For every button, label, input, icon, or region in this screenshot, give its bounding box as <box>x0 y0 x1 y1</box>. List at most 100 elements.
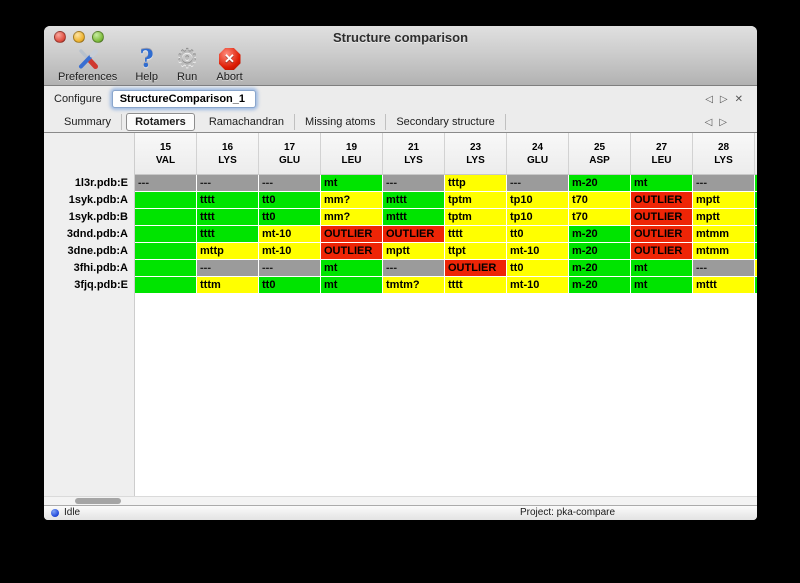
table-cell[interactable]: --- <box>383 175 445 192</box>
table-cell[interactable]: t <box>135 277 197 294</box>
table-cell-partial[interactable] <box>755 260 757 277</box>
table-cell[interactable]: OUTLIER <box>631 209 693 226</box>
next-configure-arrow[interactable]: ▷ <box>719 93 728 105</box>
table-cell[interactable]: tttt <box>197 226 259 243</box>
table-cell[interactable]: OUTLIER <box>445 260 507 277</box>
close-window-button[interactable] <box>54 31 66 43</box>
table-cell[interactable]: OUTLIER <box>321 226 383 243</box>
table-cell-partial[interactable] <box>755 277 757 294</box>
tab-ramachandran[interactable]: Ramachandran <box>199 114 296 130</box>
table-cell[interactable]: t <box>135 260 197 277</box>
table-cell-partial[interactable] <box>755 209 757 226</box>
table-cell[interactable]: mm? <box>321 192 383 209</box>
tab-summary[interactable]: Summary <box>54 114 123 130</box>
window-title: Structure comparison <box>332 30 469 45</box>
table-cell[interactable]: mt <box>631 260 693 277</box>
table-cell[interactable]: tttt <box>197 209 259 226</box>
configure-name-field[interactable] <box>111 90 256 108</box>
table-cell[interactable]: tp10 <box>507 192 569 209</box>
table-cell[interactable]: mt <box>631 277 693 294</box>
table-cell[interactable]: mt-10 <box>259 243 321 260</box>
table-cell[interactable]: mptt <box>383 243 445 260</box>
table-cell[interactable]: ttpt <box>445 243 507 260</box>
table-cell[interactable]: tttp <box>445 175 507 192</box>
table-cell[interactable]: t <box>135 243 197 260</box>
table-cell[interactable]: mt <box>321 260 383 277</box>
table-cell-partial[interactable] <box>755 226 757 243</box>
run-button[interactable]: ⚙ Run <box>176 47 198 84</box>
table-cell[interactable]: tmtm? <box>383 277 445 294</box>
table-cell[interactable]: --- <box>197 175 259 192</box>
table-cell-partial[interactable] <box>755 175 757 192</box>
table-cell[interactable]: OUTLIER <box>631 226 693 243</box>
table-cell[interactable]: mttt <box>693 277 755 294</box>
table-cell[interactable]: tttt <box>197 192 259 209</box>
table-cell[interactable]: --- <box>197 260 259 277</box>
table-cell[interactable]: --- <box>259 175 321 192</box>
table-cell[interactable]: m-20 <box>569 260 631 277</box>
prev-tab-arrow[interactable]: ◁ <box>704 116 713 128</box>
title-bar[interactable]: Structure comparison <box>44 26 757 48</box>
table-cell[interactable]: tt0 <box>259 209 321 226</box>
tab-rotamers[interactable]: Rotamers <box>126 113 195 131</box>
table-cell[interactable]: m-20 <box>569 277 631 294</box>
table-cell[interactable]: mttt <box>383 209 445 226</box>
close-configure-icon[interactable]: ✕ <box>734 93 743 105</box>
table-cell[interactable]: mptt <box>693 192 755 209</box>
table-cell[interactable]: --- <box>259 260 321 277</box>
table-cell[interactable]: mtmm <box>693 226 755 243</box>
table-cell-partial[interactable] <box>755 192 757 209</box>
table-cell[interactable]: --- <box>693 260 755 277</box>
table-cell[interactable]: t <box>135 226 197 243</box>
table-cell[interactable]: tttt <box>445 226 507 243</box>
table-cell[interactable]: mttt <box>383 192 445 209</box>
table-cell[interactable]: OUTLIER <box>631 192 693 209</box>
table-cell[interactable]: tptm <box>445 192 507 209</box>
table-cell-partial[interactable] <box>755 243 757 260</box>
table-cell[interactable]: --- <box>383 260 445 277</box>
table-cell[interactable]: t <box>135 192 197 209</box>
next-tab-arrow[interactable]: ▷ <box>719 116 727 128</box>
toolbar-button-label: Preferences <box>58 71 118 83</box>
table-cell[interactable]: tttt <box>445 277 507 294</box>
table-cell[interactable]: tt0 <box>259 277 321 294</box>
table-cell[interactable]: t70 <box>569 192 631 209</box>
help-button[interactable]: ? Help <box>135 47 158 84</box>
table-cell[interactable]: t70 <box>569 209 631 226</box>
preferences-button[interactable]: Preferences <box>58 47 117 83</box>
table-cell[interactable]: tt0 <box>507 226 569 243</box>
table-cell[interactable]: mt-10 <box>507 277 569 294</box>
table-cell[interactable]: mptt <box>693 209 755 226</box>
table-cell[interactable]: m-20 <box>569 226 631 243</box>
table-cell[interactable]: mt-10 <box>259 226 321 243</box>
zoom-window-button[interactable] <box>92 31 104 43</box>
table-cell[interactable]: tp10 <box>507 209 569 226</box>
table-cell[interactable]: mttp <box>197 243 259 260</box>
abort-button[interactable]: ✕ Abort <box>216 47 243 83</box>
table-cell[interactable]: --- <box>135 175 197 192</box>
table-cell[interactable]: OUTLIER <box>631 243 693 260</box>
scrollbar-thumb[interactable] <box>75 498 121 504</box>
horizontal-scrollbar[interactable] <box>44 496 757 505</box>
table-cell[interactable]: tt0 <box>507 260 569 277</box>
table-cell[interactable]: OUTLIER <box>383 226 445 243</box>
table-cell[interactable]: mm? <box>321 209 383 226</box>
minimize-window-button[interactable] <box>73 31 85 43</box>
table-cell[interactable]: mtmm <box>693 243 755 260</box>
table-cell[interactable]: mt <box>631 175 693 192</box>
table-cell[interactable]: t <box>135 209 197 226</box>
table-cell[interactable]: mt <box>321 277 383 294</box>
table-cell[interactable]: tttm <box>197 277 259 294</box>
prev-configure-arrow[interactable]: ◁ <box>705 93 713 105</box>
tab-missing-atoms[interactable]: Missing atoms <box>295 114 387 130</box>
table-cell[interactable]: m-20 <box>569 243 631 260</box>
table-cell[interactable]: mt <box>321 175 383 192</box>
table-cell[interactable]: tptm <box>445 209 507 226</box>
table-cell[interactable]: mt-10 <box>507 243 569 260</box>
table-cell[interactable]: OUTLIER <box>321 243 383 260</box>
table-cell[interactable]: tt0 <box>259 192 321 209</box>
tab-secondary-structure[interactable]: Secondary structure <box>386 114 506 130</box>
table-cell[interactable]: --- <box>693 175 755 192</box>
table-cell[interactable]: --- <box>507 175 569 192</box>
table-cell[interactable]: m-20 <box>569 175 631 192</box>
